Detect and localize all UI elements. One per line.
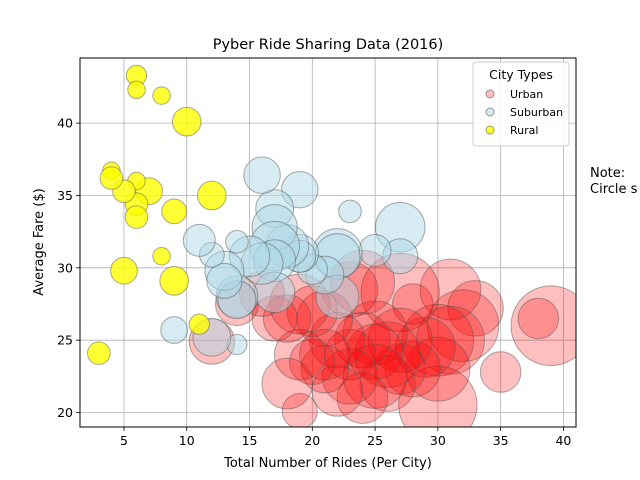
y-tick-label: 25 xyxy=(57,333,73,348)
bubble-suburban xyxy=(182,223,216,257)
legend-box xyxy=(472,61,570,147)
bubble-urban xyxy=(517,297,560,340)
legend-title: City Types xyxy=(489,67,553,82)
x-tick-label: 5 xyxy=(120,433,128,448)
bubble-urban xyxy=(510,285,576,367)
bubble-urban xyxy=(354,321,421,388)
y-tick-label: 20 xyxy=(57,405,73,420)
bubble-suburban xyxy=(358,233,392,267)
y-axis-label: Average Fare ($) xyxy=(32,188,47,295)
plot-frame xyxy=(79,57,577,428)
bubble-urban xyxy=(447,280,504,337)
bubble-series xyxy=(87,64,576,427)
bubble-rural xyxy=(87,341,111,366)
bubble-rural xyxy=(152,246,171,266)
note-label: Note: xyxy=(590,166,626,181)
x-tick-label: 30 xyxy=(430,433,446,448)
x-tick-label: 35 xyxy=(493,433,509,448)
bubble-rural xyxy=(159,266,189,296)
bubble-rural xyxy=(127,80,146,100)
bubble-rural xyxy=(161,198,188,225)
legend-marker-suburban xyxy=(485,107,495,117)
y-tick-label: 30 xyxy=(57,260,73,275)
axis-ticks: 5 10 15 20 25 30 35 40 20 25 30 35 40 xyxy=(57,116,571,448)
x-tick-label: 20 xyxy=(304,433,320,448)
bubble-urban xyxy=(392,283,434,325)
bubble-rural xyxy=(197,180,227,211)
bubble-urban xyxy=(336,372,389,424)
legend-label-suburban: Suburban xyxy=(510,106,563,119)
legend: City Types Urban Suburban Rural xyxy=(472,61,570,147)
bubble-urban xyxy=(479,351,522,393)
chart-title: Pyber Ride Sharing Data (2016) xyxy=(213,37,444,53)
x-tick-label: 15 xyxy=(242,433,258,448)
bubble-urban xyxy=(281,393,318,427)
bubble-suburban xyxy=(338,199,362,224)
bubble-urban xyxy=(398,365,478,427)
bubble-group xyxy=(87,64,576,427)
bubble-urban xyxy=(334,311,391,369)
bubble-rural xyxy=(110,256,138,285)
bubble-rural xyxy=(171,106,202,137)
bubble-urban xyxy=(300,344,350,394)
bubble-urban xyxy=(426,289,500,362)
legend-label-rural: Rural xyxy=(510,124,538,137)
bubble-rural xyxy=(124,205,149,229)
bubble-suburban xyxy=(225,229,249,254)
bubble-urban xyxy=(261,357,313,410)
x-tick-label: 25 xyxy=(367,433,383,448)
bubble-urban xyxy=(359,355,416,412)
legend-label-urban: Urban xyxy=(510,88,543,101)
bubble-urban xyxy=(311,365,364,417)
bubble-rural xyxy=(152,86,171,105)
legend-marker-rural xyxy=(485,125,495,135)
bubble-suburban xyxy=(243,156,281,194)
y-tick-label: 40 xyxy=(57,116,73,131)
legend-items: Urban Suburban Rural xyxy=(485,88,563,137)
y-tick-label: 35 xyxy=(57,188,73,203)
bubble-suburban xyxy=(160,316,189,344)
bubble-suburban xyxy=(206,262,243,299)
legend-marker-urban xyxy=(485,89,495,99)
bubble-urban xyxy=(374,343,427,395)
bubble-rural xyxy=(188,313,210,335)
bubble-rural xyxy=(99,166,124,190)
x-tick-label: 10 xyxy=(179,433,195,448)
x-tick-label: 40 xyxy=(555,433,571,448)
x-axis-label: Total Number of Rides (Per City) xyxy=(223,456,432,471)
note-text: Circle s xyxy=(590,182,638,197)
